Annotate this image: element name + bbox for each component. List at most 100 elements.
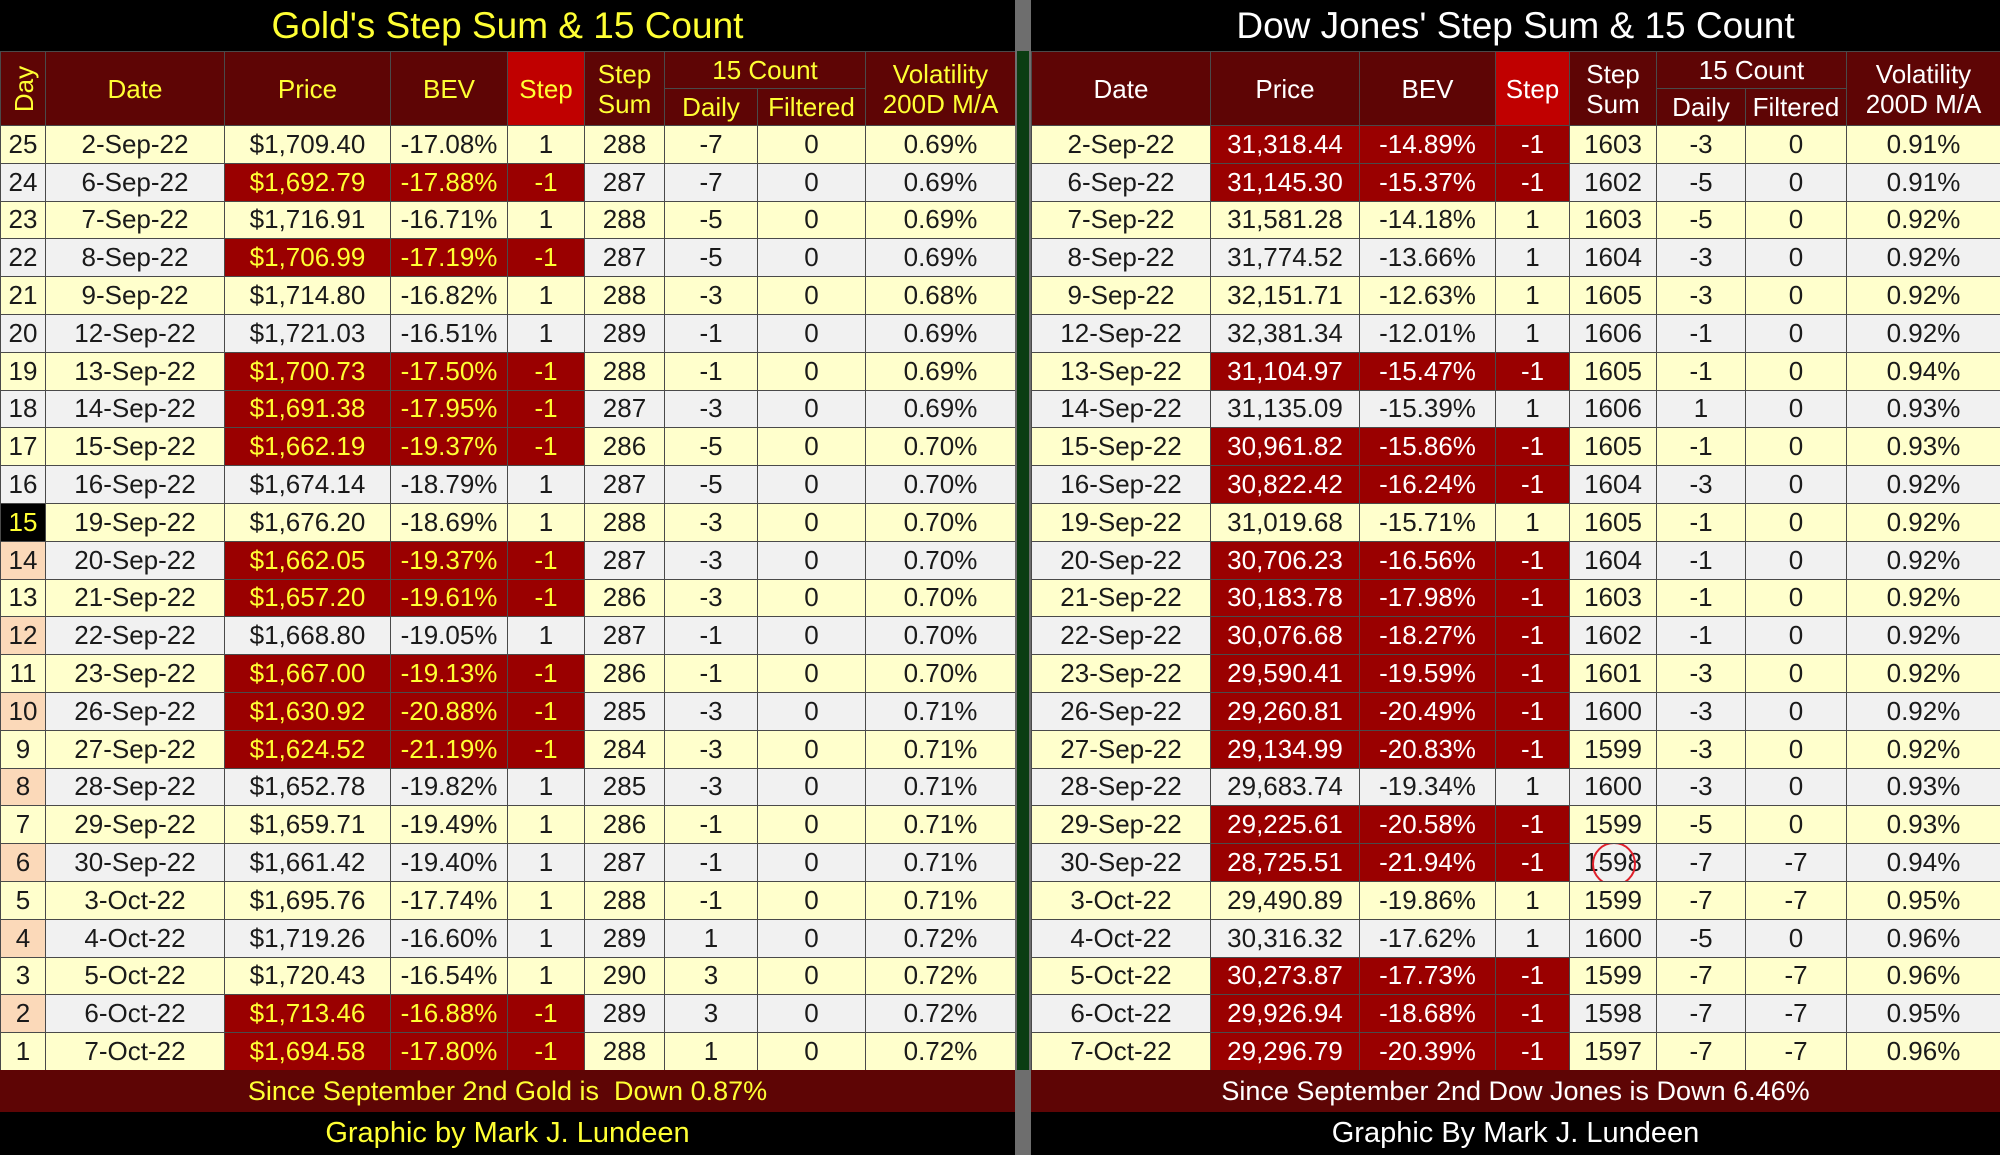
cell: 31,774.52 bbox=[1210, 238, 1360, 278]
cell: 29,225.61 bbox=[1210, 805, 1360, 845]
cell: 0 bbox=[757, 427, 866, 467]
cell: -1 bbox=[1495, 994, 1570, 1034]
cell: -15.37% bbox=[1359, 162, 1496, 202]
cell: 286 bbox=[584, 654, 665, 693]
cell: 1 bbox=[507, 956, 585, 996]
cell: 0 bbox=[757, 389, 866, 429]
cell: 29,260.81 bbox=[1210, 691, 1360, 731]
panel-title: Gold's Step Sum & 15 Count bbox=[0, 0, 1015, 51]
cell: 285 bbox=[584, 767, 665, 807]
cell: $1,692.79 bbox=[224, 162, 391, 202]
data-row: 19 13-Sep-22 $1,700.73 -17.50% -1 288 -1 0 0.69% bbox=[0, 351, 1016, 391]
cell: 16-Sep-22 bbox=[45, 465, 225, 504]
table-body: 25 2-Sep-22 $1,709.40 -17.08% 1 288 -7 0 0.69% 24… bbox=[0, 125, 1016, 1071]
data-row: 20 12-Sep-22 $1,721.03 -16.51% 1 289 -1 0 0.69% bbox=[0, 313, 1016, 353]
column-header: Step bbox=[1495, 51, 1570, 126]
cell: 30,961.82 bbox=[1210, 427, 1360, 467]
cell: 1 bbox=[507, 616, 585, 656]
cell: 30-Sep-22 bbox=[45, 843, 225, 882]
cell: 0.93% bbox=[1846, 427, 2000, 467]
cell: 0.92% bbox=[1846, 313, 2000, 353]
cell: 14 bbox=[0, 540, 46, 580]
cell: -17.80% bbox=[390, 1032, 508, 1071]
cell: -20.39% bbox=[1359, 1032, 1496, 1071]
cell: -1 bbox=[1495, 162, 1570, 202]
cell: -17.88% bbox=[390, 162, 508, 202]
data-row: 6 30-Sep-22 $1,661.42 -19.40% 1 287 -1 0 0.71% bbox=[0, 843, 1016, 882]
cell: 29,683.74 bbox=[1210, 767, 1360, 807]
cell: 0.69% bbox=[865, 238, 1016, 278]
data-row: 22-Sep-22 30,076.68 -18.27% -1 1602 -1 0 0.92% bbox=[1031, 616, 2000, 656]
cell: -5 bbox=[664, 427, 758, 467]
cell: -1 bbox=[1495, 125, 1570, 164]
cell: $1,706.99 bbox=[224, 238, 391, 278]
cell: 0 bbox=[757, 200, 866, 240]
cell: -7 bbox=[1656, 994, 1746, 1034]
column-header: Step Sum bbox=[584, 51, 665, 126]
cell: 0.69% bbox=[865, 200, 1016, 240]
header-row: Daily Filtered bbox=[1, 88, 1016, 126]
data-row: 4-Oct-22 30,316.32 -17.62% 1 1600 -5 0 0.96% bbox=[1031, 918, 2000, 958]
cell: -1 bbox=[507, 351, 585, 391]
data-row: 21 9-Sep-22 $1,714.80 -16.82% 1 288 -3 0 0.68% bbox=[0, 276, 1016, 315]
cell: $1,719.26 bbox=[224, 918, 391, 958]
cell: -5 bbox=[664, 238, 758, 278]
cell: 1598 bbox=[1569, 994, 1657, 1034]
data-row: 1 7-Oct-22 $1,694.58 -17.80% -1 288 1 0 0.72% bbox=[0, 1032, 1016, 1071]
cell: 288 bbox=[584, 125, 665, 164]
cell: -1 bbox=[1495, 691, 1570, 731]
column-header: Volatility 200D M/A bbox=[1846, 51, 2000, 126]
cell: 14-Sep-22 bbox=[1031, 389, 1211, 429]
column-header: Date bbox=[45, 51, 225, 126]
data-row: 3 5-Oct-22 $1,720.43 -16.54% 1 290 3 0 0.72% bbox=[0, 956, 1016, 996]
cell: -1 bbox=[1495, 956, 1570, 996]
cell: 287 bbox=[584, 540, 665, 580]
cell: 0 bbox=[1745, 125, 1847, 164]
cell: 1606 bbox=[1569, 313, 1657, 353]
cell: 0 bbox=[757, 578, 866, 618]
cell: 21-Sep-22 bbox=[45, 578, 225, 618]
cell: 0 bbox=[757, 994, 866, 1034]
cell: -16.82% bbox=[390, 276, 508, 315]
cell: 0.93% bbox=[1846, 767, 2000, 807]
cell: $1,721.03 bbox=[224, 313, 391, 353]
cell: 0.92% bbox=[1846, 502, 2000, 542]
cell: -14.18% bbox=[1359, 200, 1496, 240]
cell: 0 bbox=[757, 654, 866, 693]
cell: 0.70% bbox=[865, 616, 1016, 656]
data-row: 9 27-Sep-22 $1,624.52 -21.19% -1 284 -3 0 0.71% bbox=[0, 729, 1016, 769]
cell: 7-Oct-22 bbox=[45, 1032, 225, 1071]
data-row: 6-Sep-22 31,145.30 -15.37% -1 1602 -5 0 0.91% bbox=[1031, 162, 2000, 202]
cell: 0 bbox=[1745, 276, 1847, 315]
dow-panel: Dow Jones' Step Sum & 15 Count Date Price… bbox=[1031, 0, 2000, 1155]
highlight-circle bbox=[1592, 844, 1636, 881]
cell: 4-Oct-22 bbox=[45, 918, 225, 958]
cell: -1 bbox=[507, 389, 585, 429]
cell: -7 bbox=[1745, 843, 1847, 882]
cell: -1 bbox=[1656, 351, 1746, 391]
cell: 288 bbox=[584, 502, 665, 542]
header-line: 200D M/A bbox=[1865, 88, 1982, 119]
cell: -15.47% bbox=[1359, 351, 1496, 391]
cell: 286 bbox=[584, 427, 665, 467]
cell: 27-Sep-22 bbox=[45, 729, 225, 769]
cell: 15-Sep-22 bbox=[1031, 427, 1211, 467]
cell: $1,668.80 bbox=[224, 616, 391, 656]
cell: 284 bbox=[584, 729, 665, 769]
divider bbox=[1015, 0, 1031, 1155]
cell: 0 bbox=[1745, 918, 1847, 958]
cell: 287 bbox=[584, 238, 665, 278]
cell: 29,134.99 bbox=[1210, 729, 1360, 769]
cell: -1 bbox=[507, 729, 585, 769]
data-row: 16 16-Sep-22 $1,674.14 -18.79% 1 287 -5 0 0.70% bbox=[0, 465, 1016, 504]
cell: 1 bbox=[1495, 767, 1570, 807]
cell: 6 bbox=[0, 843, 46, 882]
cell: 0.92% bbox=[1846, 238, 2000, 278]
data-row: 24 6-Sep-22 $1,692.79 -17.88% -1 287 -7 0 0.69% bbox=[0, 162, 1016, 202]
cell: 1 bbox=[507, 843, 585, 882]
cell: -1 bbox=[1495, 1032, 1570, 1071]
cell: $1,676.20 bbox=[224, 502, 391, 542]
cell: 19-Sep-22 bbox=[1031, 502, 1211, 542]
cell: 9-Sep-22 bbox=[45, 276, 225, 315]
cell: -19.59% bbox=[1359, 654, 1496, 693]
